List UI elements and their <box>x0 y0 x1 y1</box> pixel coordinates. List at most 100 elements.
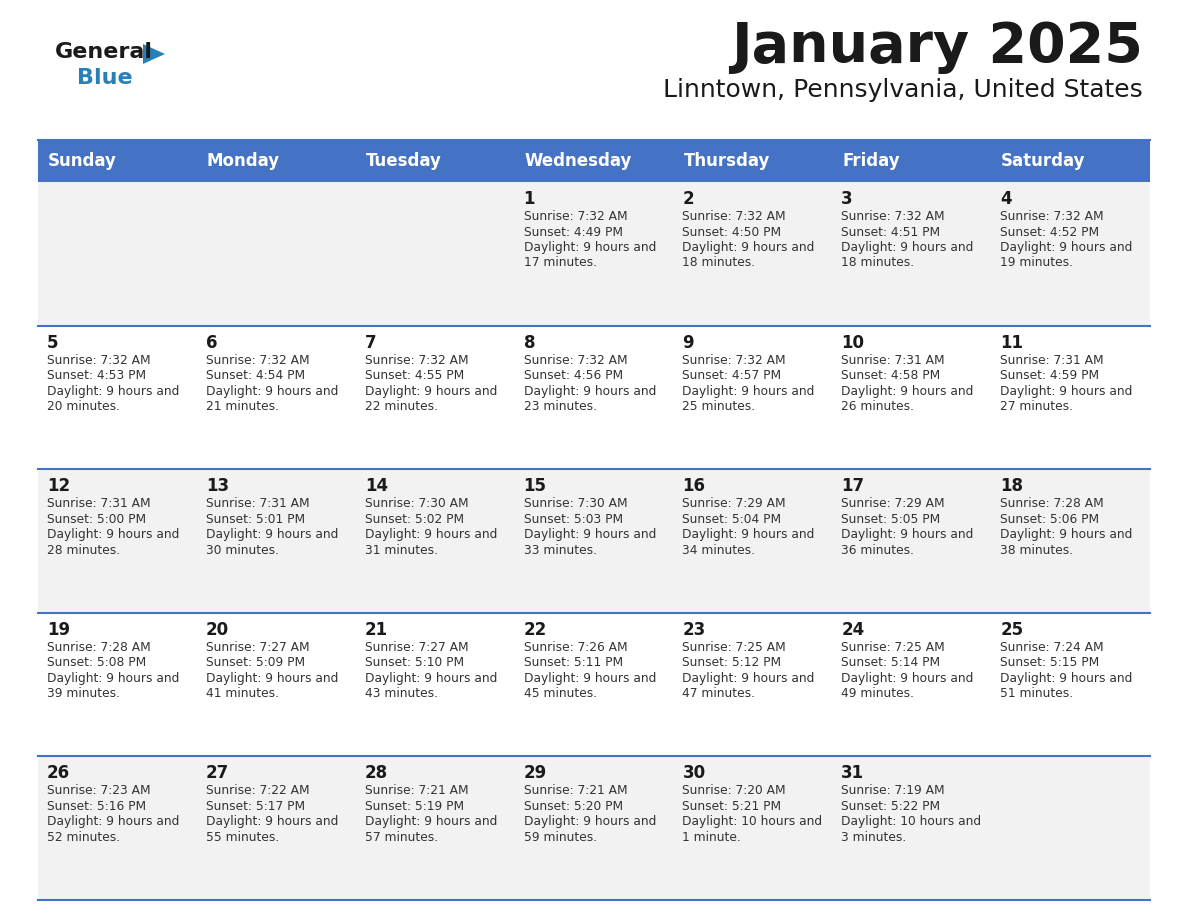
Text: Sunset: 5:14 PM: Sunset: 5:14 PM <box>841 656 941 669</box>
Text: 2: 2 <box>682 190 694 208</box>
Text: Sunrise: 7:30 AM: Sunrise: 7:30 AM <box>524 498 627 510</box>
Text: Sunset: 5:04 PM: Sunset: 5:04 PM <box>682 512 782 526</box>
Text: Sunrise: 7:25 AM: Sunrise: 7:25 AM <box>682 641 786 654</box>
Text: 21: 21 <box>365 621 387 639</box>
Text: 3 minutes.: 3 minutes. <box>841 831 906 844</box>
Text: 30 minutes.: 30 minutes. <box>206 543 279 556</box>
Text: 52 minutes.: 52 minutes. <box>48 831 120 844</box>
Text: Sunrise: 7:21 AM: Sunrise: 7:21 AM <box>524 784 627 798</box>
Bar <box>833 140 991 182</box>
Text: Daylight: 9 hours and: Daylight: 9 hours and <box>206 528 339 542</box>
Text: Daylight: 9 hours and: Daylight: 9 hours and <box>524 672 656 685</box>
Text: Sunrise: 7:31 AM: Sunrise: 7:31 AM <box>48 498 151 510</box>
Text: Thursday: Thursday <box>683 152 770 170</box>
Text: Sunrise: 7:27 AM: Sunrise: 7:27 AM <box>365 641 468 654</box>
Text: 17 minutes.: 17 minutes. <box>524 256 596 270</box>
Text: 31: 31 <box>841 765 865 782</box>
Text: Daylight: 9 hours and: Daylight: 9 hours and <box>682 528 815 542</box>
Text: Sunset: 4:52 PM: Sunset: 4:52 PM <box>1000 226 1099 239</box>
Text: Sunrise: 7:25 AM: Sunrise: 7:25 AM <box>841 641 944 654</box>
Text: 24: 24 <box>841 621 865 639</box>
Text: 15: 15 <box>524 477 546 495</box>
Text: Sunset: 4:51 PM: Sunset: 4:51 PM <box>841 226 941 239</box>
Text: 1: 1 <box>524 190 535 208</box>
Text: 29: 29 <box>524 765 546 782</box>
Text: Daylight: 9 hours and: Daylight: 9 hours and <box>206 815 339 828</box>
Text: 6: 6 <box>206 333 217 352</box>
Text: Sunset: 5:20 PM: Sunset: 5:20 PM <box>524 800 623 813</box>
Text: Daylight: 9 hours and: Daylight: 9 hours and <box>841 672 974 685</box>
Text: General: General <box>55 42 153 62</box>
Text: Sunrise: 7:29 AM: Sunrise: 7:29 AM <box>682 498 786 510</box>
Text: Daylight: 9 hours and: Daylight: 9 hours and <box>365 815 497 828</box>
Text: 18 minutes.: 18 minutes. <box>841 256 915 270</box>
Text: 45 minutes.: 45 minutes. <box>524 688 596 700</box>
Text: 19 minutes.: 19 minutes. <box>1000 256 1073 270</box>
Text: 5: 5 <box>48 333 58 352</box>
Text: Daylight: 9 hours and: Daylight: 9 hours and <box>48 815 179 828</box>
Text: 43 minutes.: 43 minutes. <box>365 688 437 700</box>
Text: 25 minutes.: 25 minutes. <box>682 400 756 413</box>
Text: Sunset: 5:17 PM: Sunset: 5:17 PM <box>206 800 305 813</box>
Text: 18: 18 <box>1000 477 1023 495</box>
Text: Sunset: 5:16 PM: Sunset: 5:16 PM <box>48 800 146 813</box>
Text: Sunrise: 7:32 AM: Sunrise: 7:32 AM <box>48 353 151 366</box>
Text: 31 minutes.: 31 minutes. <box>365 543 437 556</box>
Bar <box>38 613 1150 756</box>
Text: Sunrise: 7:32 AM: Sunrise: 7:32 AM <box>1000 210 1104 223</box>
Text: Sunrise: 7:23 AM: Sunrise: 7:23 AM <box>48 784 151 798</box>
Text: Daylight: 9 hours and: Daylight: 9 hours and <box>524 385 656 397</box>
Text: Sunset: 5:06 PM: Sunset: 5:06 PM <box>1000 512 1099 526</box>
Text: Sunset: 5:21 PM: Sunset: 5:21 PM <box>682 800 782 813</box>
Bar <box>514 140 674 182</box>
Text: Sunset: 4:50 PM: Sunset: 4:50 PM <box>682 226 782 239</box>
Text: Sunrise: 7:32 AM: Sunrise: 7:32 AM <box>682 353 786 366</box>
Text: Sunset: 5:19 PM: Sunset: 5:19 PM <box>365 800 463 813</box>
Bar <box>38 756 1150 900</box>
Bar <box>38 182 1150 326</box>
Text: Daylight: 10 hours and: Daylight: 10 hours and <box>682 815 822 828</box>
Text: 28: 28 <box>365 765 387 782</box>
Text: Daylight: 9 hours and: Daylight: 9 hours and <box>1000 241 1132 254</box>
Text: Sunset: 5:02 PM: Sunset: 5:02 PM <box>365 512 463 526</box>
Bar <box>38 469 1150 613</box>
Text: 36 minutes.: 36 minutes. <box>841 543 915 556</box>
Text: Sunset: 4:49 PM: Sunset: 4:49 PM <box>524 226 623 239</box>
Text: 3: 3 <box>841 190 853 208</box>
Text: Sunrise: 7:31 AM: Sunrise: 7:31 AM <box>206 498 310 510</box>
Text: 19: 19 <box>48 621 70 639</box>
Text: Blue: Blue <box>77 68 133 88</box>
Text: Sunset: 5:10 PM: Sunset: 5:10 PM <box>365 656 463 669</box>
Text: Saturday: Saturday <box>1001 152 1086 170</box>
Text: Sunset: 5:15 PM: Sunset: 5:15 PM <box>1000 656 1099 669</box>
Text: Linntown, Pennsylvania, United States: Linntown, Pennsylvania, United States <box>663 78 1143 102</box>
Text: Daylight: 9 hours and: Daylight: 9 hours and <box>682 241 815 254</box>
Text: Daylight: 9 hours and: Daylight: 9 hours and <box>365 528 497 542</box>
Bar <box>991 140 1150 182</box>
Text: Wednesday: Wednesday <box>525 152 632 170</box>
Text: Sunrise: 7:27 AM: Sunrise: 7:27 AM <box>206 641 310 654</box>
Text: Sunset: 4:53 PM: Sunset: 4:53 PM <box>48 369 146 382</box>
Text: 33 minutes.: 33 minutes. <box>524 543 596 556</box>
Text: 20: 20 <box>206 621 229 639</box>
Text: 9: 9 <box>682 333 694 352</box>
Text: Daylight: 9 hours and: Daylight: 9 hours and <box>524 815 656 828</box>
Text: 39 minutes.: 39 minutes. <box>48 688 120 700</box>
Text: Sunrise: 7:31 AM: Sunrise: 7:31 AM <box>841 353 944 366</box>
Text: 59 minutes.: 59 minutes. <box>524 831 596 844</box>
Text: 38 minutes.: 38 minutes. <box>1000 543 1073 556</box>
Text: Daylight: 9 hours and: Daylight: 9 hours and <box>841 241 974 254</box>
Text: Sunrise: 7:32 AM: Sunrise: 7:32 AM <box>365 353 468 366</box>
Text: 16: 16 <box>682 477 706 495</box>
Text: Sunrise: 7:26 AM: Sunrise: 7:26 AM <box>524 641 627 654</box>
Text: 1 minute.: 1 minute. <box>682 831 741 844</box>
Text: Sunrise: 7:22 AM: Sunrise: 7:22 AM <box>206 784 310 798</box>
Text: Sunrise: 7:28 AM: Sunrise: 7:28 AM <box>48 641 151 654</box>
Text: Sunrise: 7:32 AM: Sunrise: 7:32 AM <box>524 353 627 366</box>
Text: 10: 10 <box>841 333 865 352</box>
Text: 4: 4 <box>1000 190 1012 208</box>
Text: Daylight: 10 hours and: Daylight: 10 hours and <box>841 815 981 828</box>
Text: 26 minutes.: 26 minutes. <box>841 400 915 413</box>
Text: Sunset: 4:55 PM: Sunset: 4:55 PM <box>365 369 465 382</box>
Text: 21 minutes.: 21 minutes. <box>206 400 279 413</box>
